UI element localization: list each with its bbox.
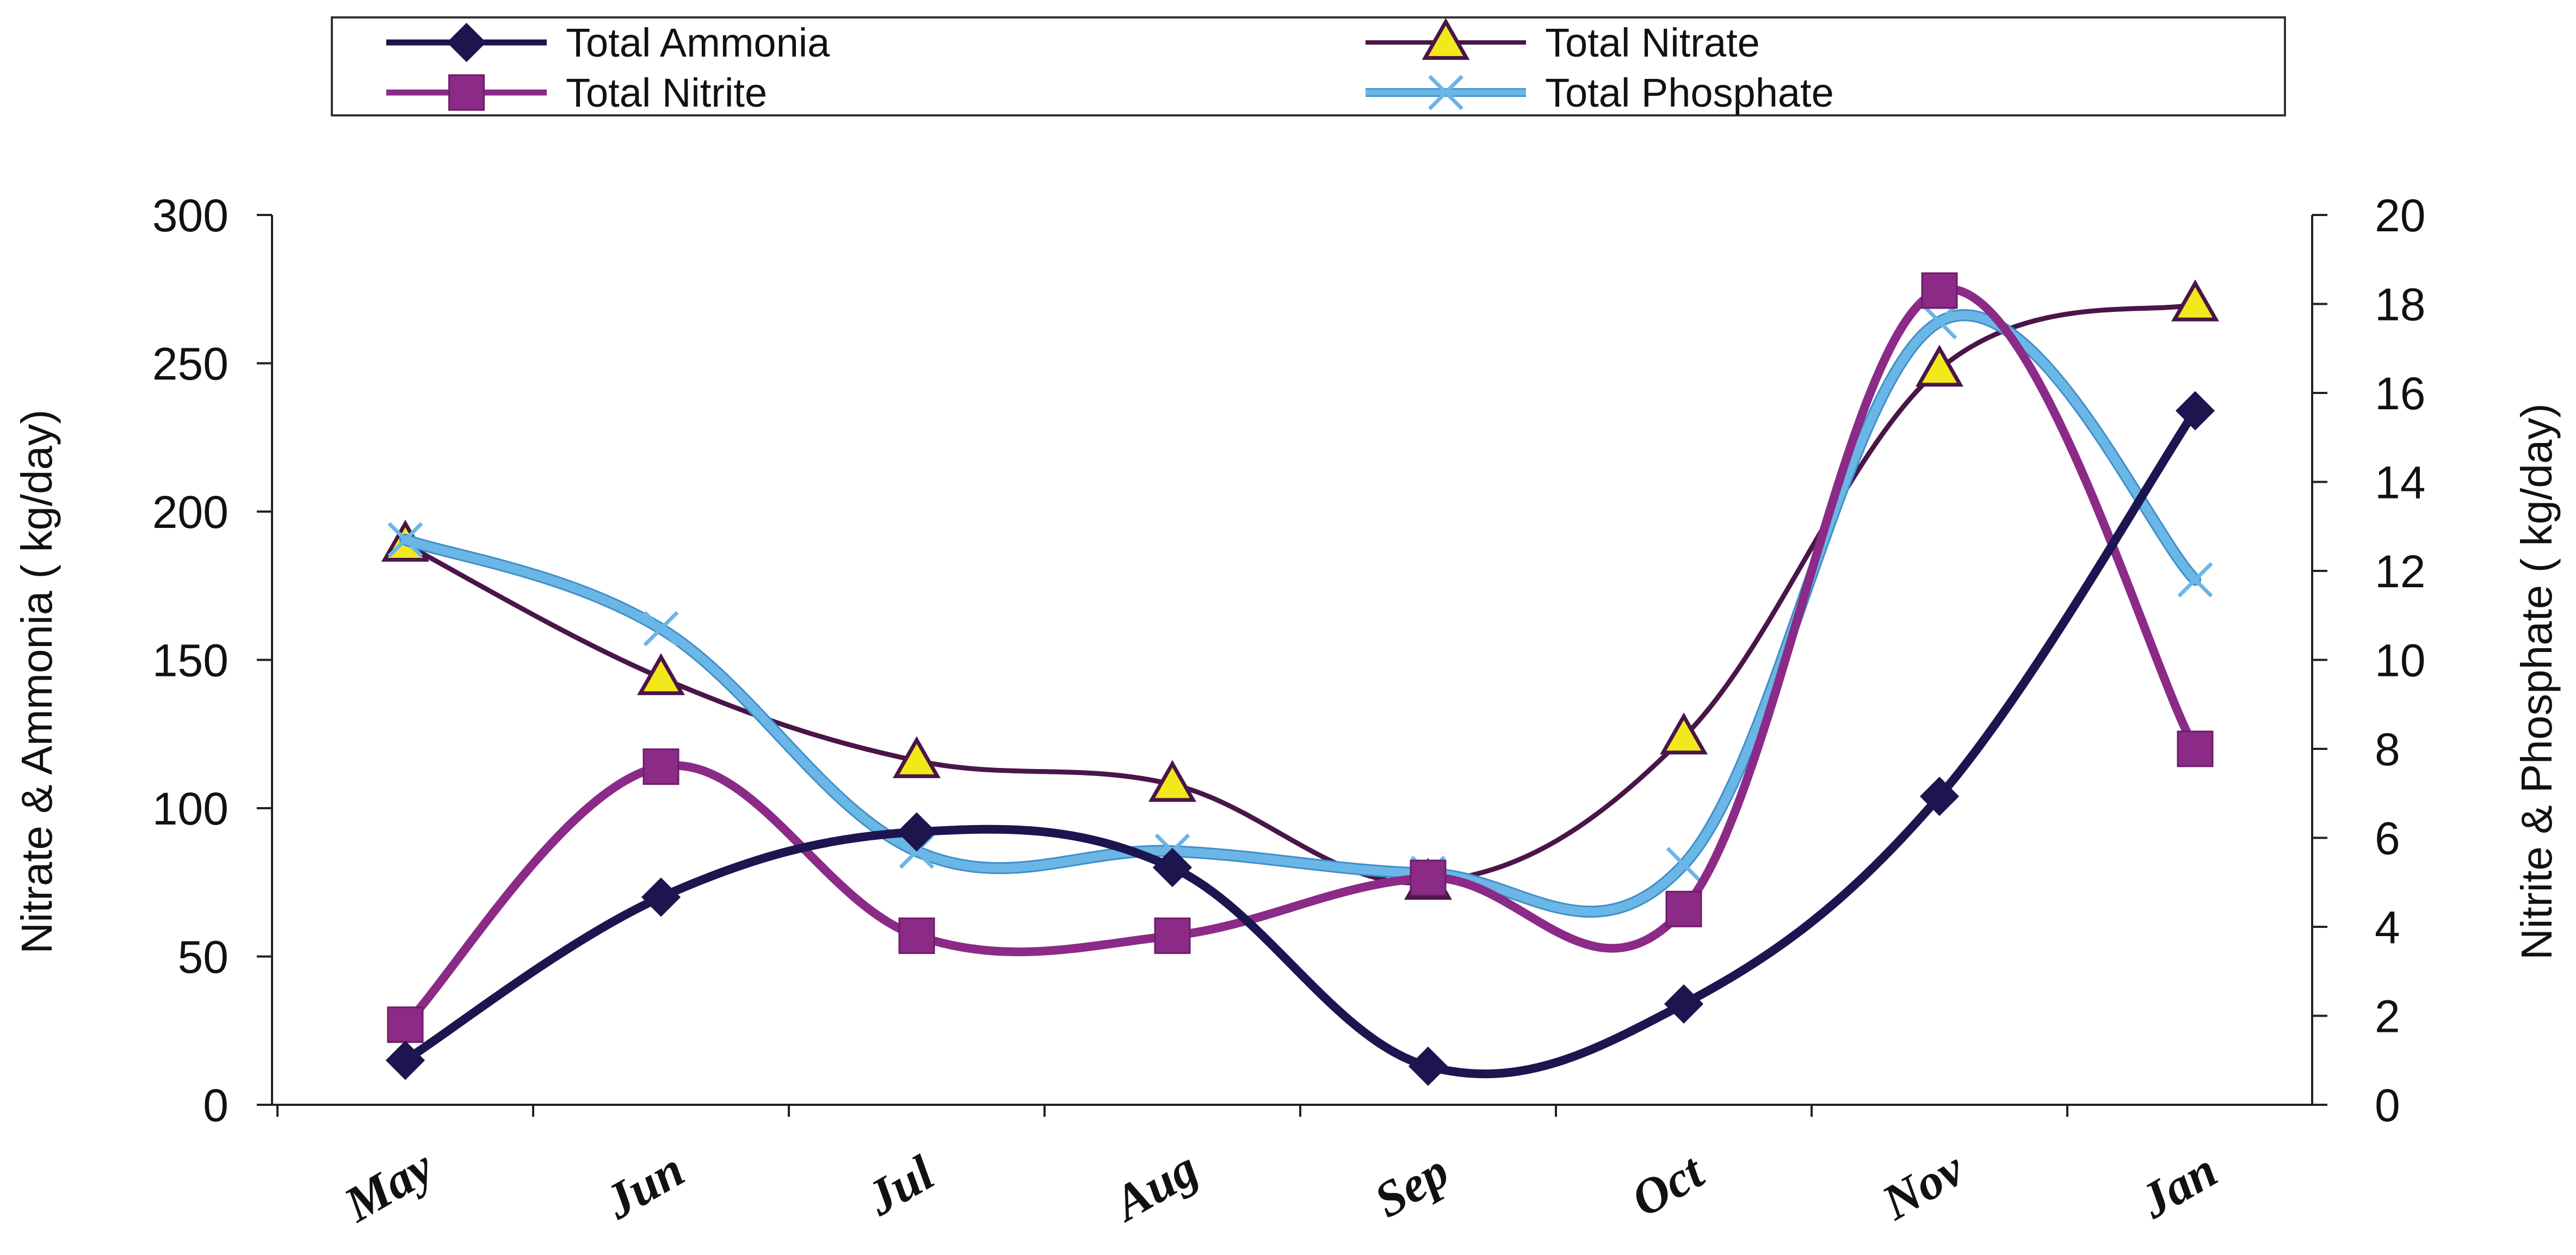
- legend: Total Ammonia Total Nitrate Total Nitrite T…: [331, 16, 2286, 116]
- data-point: [643, 611, 679, 647]
- data-point: [1408, 1047, 1448, 1086]
- data-point: [1154, 917, 1191, 954]
- data-point: [637, 653, 685, 696]
- legend-label: Total Nitrate: [1545, 20, 1760, 65]
- data-point: [1919, 777, 1960, 816]
- legend-marker: [448, 74, 485, 111]
- x-marker-stroke: [1922, 304, 1957, 340]
- data-point: [2171, 279, 2220, 322]
- y-tick-label-left: 300: [152, 190, 228, 241]
- y-tick-label-right: 14: [2375, 457, 2425, 508]
- x-marker-stroke: [643, 611, 679, 647]
- legend-item: Total Nitrite: [386, 70, 767, 115]
- legend-box: [331, 16, 2286, 116]
- data-point: [1666, 847, 1702, 883]
- data-point: [1659, 712, 1708, 755]
- legend-marker: [1422, 17, 1470, 60]
- data-point: [1921, 272, 1958, 309]
- y-tick-label-left: 50: [178, 932, 228, 983]
- legend-marker: [1428, 75, 1463, 110]
- y-tick-label-right: 6: [2375, 813, 2400, 864]
- y-tick-label-right: 2: [2375, 991, 2400, 1042]
- legend-label: Total Ammonia: [566, 20, 830, 65]
- y-tick-label-right: 10: [2375, 635, 2425, 686]
- data-point: [387, 522, 423, 558]
- data-point: [892, 736, 941, 778]
- data-point: [1410, 859, 1447, 896]
- data-point: [643, 748, 679, 785]
- data-point: [1148, 760, 1197, 802]
- data-point: [2175, 391, 2215, 430]
- legend-label: Total Phosphate: [1545, 70, 1834, 115]
- data-point: [1665, 890, 1702, 927]
- y-tick-label-right: 8: [2375, 724, 2400, 775]
- data-point: [641, 877, 681, 917]
- data-point: [898, 917, 935, 954]
- legend-item: Total Ammonia: [386, 20, 830, 65]
- y-axis-title-right: Nitrite & Phosphate ( kg/day): [2512, 403, 2561, 960]
- x-marker-stroke: [1428, 75, 1463, 110]
- legend-label: Total Nitrite: [566, 70, 767, 115]
- y-tick-label-left: 0: [203, 1080, 228, 1131]
- legend-item: Total Nitrate: [1366, 17, 1760, 65]
- data-point: [385, 1041, 425, 1080]
- series-layer: [381, 272, 2220, 1086]
- legend-item: Total Phosphate: [1366, 70, 1834, 115]
- data-point: [2177, 730, 2214, 767]
- y-tick-label-right: 16: [2375, 368, 2425, 419]
- y-tick-label-left: 250: [152, 339, 228, 390]
- data-point: [1664, 984, 1704, 1024]
- data-point: [897, 812, 937, 852]
- legend-marker: [447, 22, 486, 63]
- y-tick-label-right: 0: [2375, 1080, 2400, 1131]
- y-tick-label-left: 200: [152, 487, 228, 538]
- data-point: [1922, 304, 1957, 340]
- y-axis-title-left: Nitrate & Ammonia ( kg/day): [13, 409, 61, 953]
- y-tick-label-left: 100: [152, 783, 228, 834]
- y-tick-label-right: 12: [2375, 546, 2425, 597]
- data-point: [1152, 847, 1193, 888]
- x-marker-stroke: [2177, 562, 2213, 598]
- y-tick-label-right: 20: [2375, 190, 2425, 241]
- x-marker-stroke: [387, 522, 423, 558]
- y-tick-label-right: 18: [2375, 279, 2425, 330]
- series-total-ammonia: [385, 391, 2215, 1086]
- series-total-nitrite: [387, 272, 2214, 1043]
- data-point: [387, 1006, 424, 1043]
- x-marker-stroke: [1666, 847, 1702, 883]
- data-point: [1915, 344, 1964, 387]
- data-point: [2177, 562, 2213, 598]
- y-tick-label-left: 150: [152, 635, 228, 686]
- y-tick-label-right: 4: [2375, 902, 2400, 953]
